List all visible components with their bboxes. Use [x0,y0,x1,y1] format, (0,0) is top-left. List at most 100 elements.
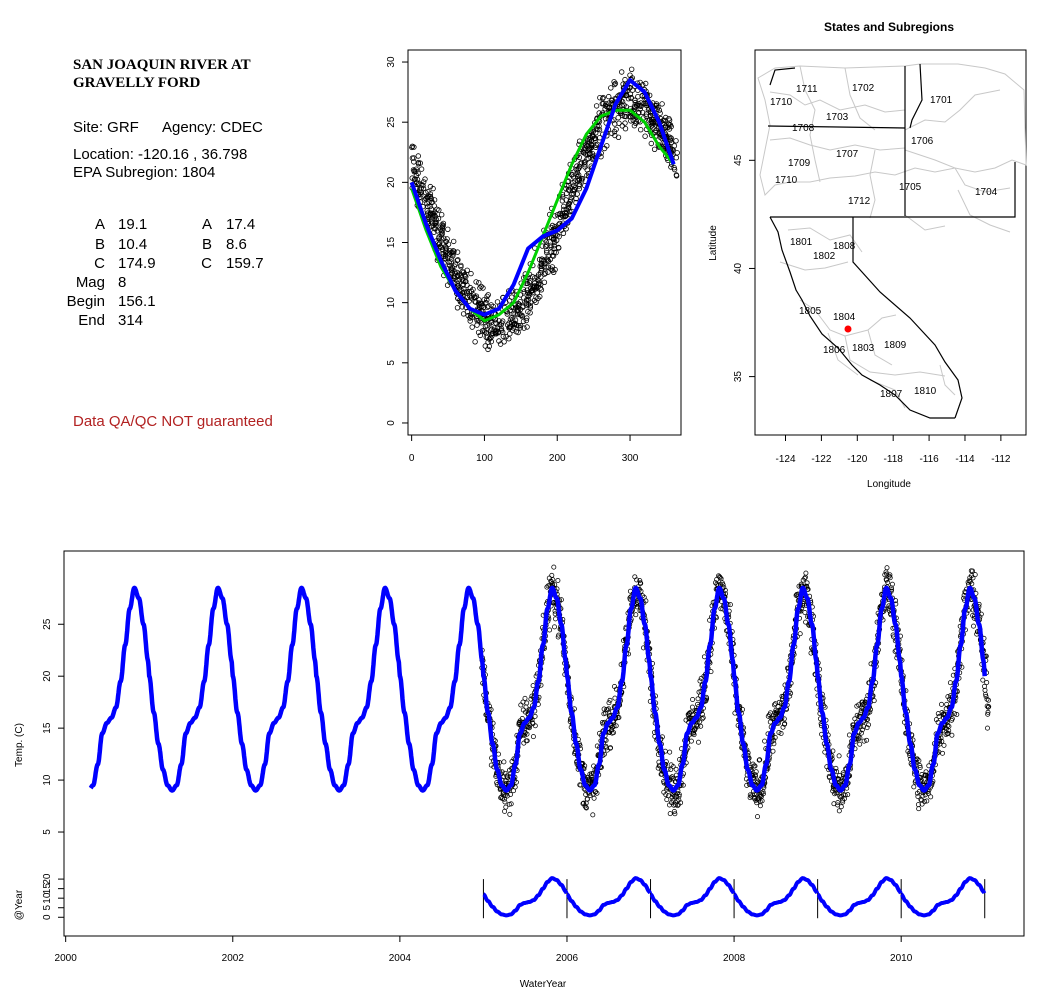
timeseries-fit-line [88,585,987,793]
observation-point [864,737,870,743]
observation-point [552,624,557,630]
observation-point [608,85,614,91]
begin-value: 156.1 [118,293,156,310]
map-y-tick-label: 40 [733,262,744,274]
region-label: 1704 [975,187,998,198]
observation-point [538,260,545,267]
coef-b-label: B [94,236,105,253]
observation-point [640,82,646,88]
observation-point [434,228,441,234]
observation-point [600,95,606,102]
observation-point [485,339,491,345]
y-tick-label: 20 [42,670,53,682]
seasonal-observations [409,66,680,353]
observation-point [432,209,438,215]
observation-point [508,792,513,797]
observation-point [515,329,521,336]
observation-point [600,100,606,107]
observation-point [485,303,492,309]
observation-point [605,707,611,713]
observation-point [671,164,677,171]
anomaly-line [816,876,903,918]
observation-point [802,610,808,615]
observation-point [519,716,525,721]
observation-point [523,709,528,715]
location-label: Location: -120.16 , 36.798 [73,146,248,163]
observation-point [857,741,863,747]
observation-point [518,702,524,708]
observation-point [451,238,457,245]
observation-point [507,811,513,817]
observation-point [472,339,478,345]
region-label: 1710 [775,175,798,186]
observation-point [887,575,893,581]
observation-point [668,164,674,170]
observation-point [445,255,451,261]
subregion-label: EPA Subregion: 1804 [73,164,216,181]
observation-point [622,76,628,83]
observation-point [573,166,580,173]
observation-point [509,294,515,300]
observation-point [578,159,585,166]
observation-point [612,80,619,87]
observation-point [501,792,507,798]
observation-point [565,187,572,193]
observation-point [411,167,418,174]
observation-point [508,801,514,807]
observation-point [431,229,437,235]
observation-point [530,289,536,296]
x-tick-label: 300 [622,453,639,464]
observation-point [532,280,538,286]
observation-point [444,282,451,288]
observation-point [611,81,618,88]
observation-point [512,320,518,327]
observation-point [439,211,445,218]
coef-c-value2: 159.7 [226,255,264,272]
observation-point [472,298,478,305]
observation-point [523,704,529,710]
observation-point [560,194,566,200]
observation-point [757,803,763,809]
observation-point [744,782,750,788]
observation-point [532,713,538,719]
map-x-tick-label: -120 [847,454,867,465]
observation-point [497,341,504,347]
observation-point [980,677,986,683]
observation-point [667,811,673,817]
observation-point [629,66,635,72]
observation-point [448,249,454,256]
observation-point [532,723,538,729]
observation-point [643,598,649,604]
observation-point [440,220,447,227]
region-label: 1809 [884,340,907,351]
region-label: 1705 [899,182,922,193]
anomaly-y-tick-label: 5 [42,905,53,911]
timeseries-y-axis-title: Temp. (C) [14,723,25,767]
observation-point [533,294,539,300]
observation-point [525,290,531,296]
observation-point [631,106,638,112]
observation-point [543,264,549,270]
observation-point [551,249,557,255]
map-x-tick-label: -112 [991,454,1011,465]
observation-point [936,714,942,719]
observation-point [547,256,554,262]
observation-point [637,102,643,109]
observation-point [499,796,505,802]
observation-point [836,808,842,814]
observation-point [416,180,422,187]
observation-point [503,804,509,810]
observation-point [494,299,501,305]
observation-point [585,136,591,142]
observation-point [554,212,561,218]
observation-point [566,200,572,207]
observation-point [417,160,423,166]
observation-point [673,154,679,161]
observation-point [470,292,477,298]
observation-point [460,282,466,289]
map-x-tick-label: -114 [955,454,975,465]
observation-point [526,725,532,731]
x-tick-label: 2002 [222,953,245,964]
observation-point [637,578,643,584]
observation-point [525,293,532,299]
